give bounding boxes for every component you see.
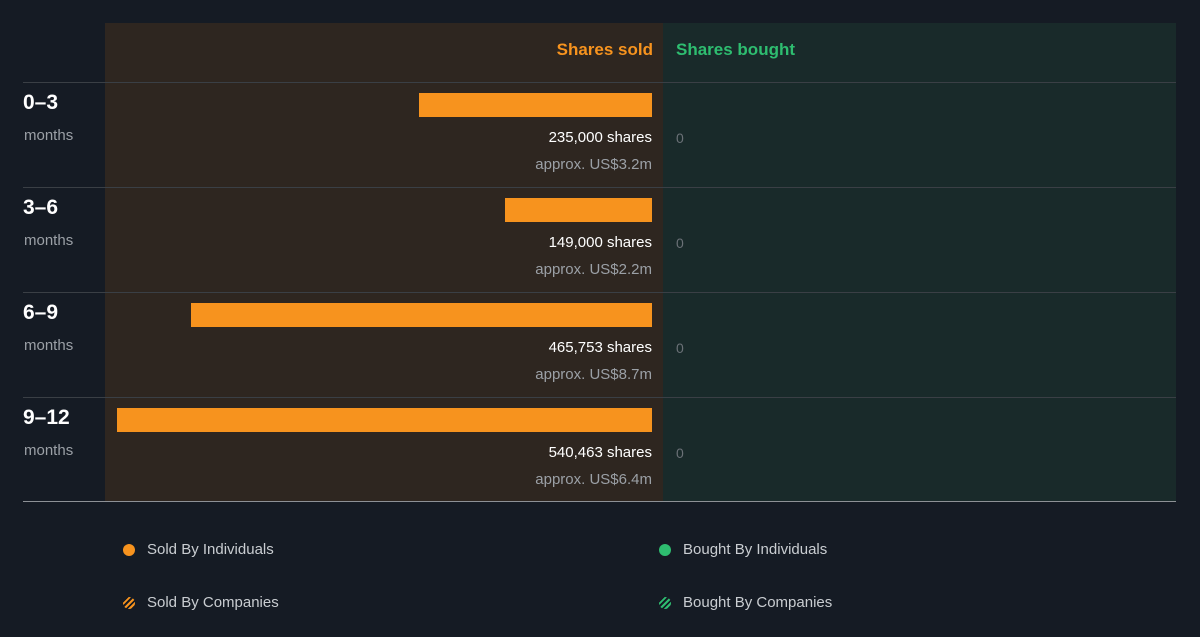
period-unit-label: months	[24, 232, 74, 249]
period-label: 3–6	[23, 196, 59, 219]
axis-baseline	[23, 501, 1176, 502]
sold-value-usd: approx. US$6.4m	[535, 471, 652, 488]
period-row: 6–9 months 465,753 shares approx. US$8.7…	[0, 293, 1200, 398]
shares-bought-value: 0	[676, 130, 684, 146]
row-separator	[23, 187, 1176, 188]
shares-sold-header: Shares sold	[556, 40, 653, 59]
shares-sold-value: 235,000 shares	[548, 129, 652, 146]
sold-value-usd: approx. US$2.2m	[535, 261, 652, 278]
row-separator	[23, 292, 1176, 293]
period-label: 6–9	[23, 301, 59, 324]
bought-individuals-dot-icon	[659, 543, 671, 556]
row-separator	[23, 82, 1176, 83]
shares-sold-value: 540,463 shares	[548, 444, 652, 461]
sold-value-usd: approx. US$8.7m	[535, 366, 652, 383]
sold-bar	[117, 408, 652, 432]
period-row: 3–6 months 149,000 shares approx. US$2.2…	[0, 188, 1200, 293]
legend-sold-individuals[interactable]: Sold By Individuals	[123, 541, 274, 558]
shares-sold-value: 465,753 shares	[548, 339, 652, 356]
period-unit-label: months	[24, 127, 74, 144]
legend-label: Sold By Companies	[147, 594, 279, 611]
legend-bought-individuals[interactable]: Bought By Individuals	[659, 541, 827, 558]
legend-label: Bought By Companies	[683, 594, 833, 611]
sold-companies-striped-icon	[123, 596, 135, 609]
sold-value-usd: approx. US$3.2m	[535, 156, 652, 173]
period-unit-label: months	[24, 442, 74, 459]
period-unit-label: months	[24, 337, 74, 354]
period-row: 0–3 months 235,000 shares approx. US$3.2…	[0, 83, 1200, 188]
bought-companies-striped-icon	[659, 596, 671, 609]
period-label: 9–12	[23, 406, 70, 429]
legend-label: Bought By Individuals	[683, 541, 828, 558]
legend-sold-companies[interactable]: Sold By Companies	[123, 594, 279, 611]
sold-individuals-dot-icon	[123, 543, 135, 556]
period-label: 0–3	[23, 91, 59, 114]
sold-bar	[191, 303, 652, 327]
row-separator	[23, 397, 1176, 398]
shares-bought-header: Shares bought	[676, 40, 796, 59]
shares-bought-value: 0	[676, 445, 684, 461]
shares-sold-value: 149,000 shares	[548, 234, 652, 251]
period-row: 9–12 months 540,463 shares approx. US$6.…	[0, 398, 1200, 503]
legend-bought-companies[interactable]: Bought By Companies	[659, 594, 832, 611]
shares-bought-value: 0	[676, 340, 684, 356]
shares-bought-panel	[663, 23, 1176, 502]
sold-bar	[505, 198, 652, 222]
legend-label: Sold By Individuals	[147, 541, 274, 558]
shares-bought-value: 0	[676, 235, 684, 251]
sold-bar	[419, 93, 652, 117]
